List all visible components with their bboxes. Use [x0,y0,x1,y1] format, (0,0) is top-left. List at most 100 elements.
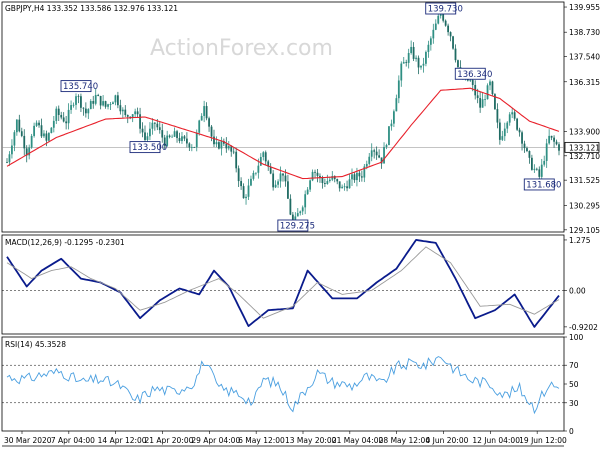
candle-body [124,109,127,115]
x-tick-label: 21 May 04:00 [332,436,384,445]
candle-body [89,101,92,110]
candle-body [11,145,13,155]
candle-body [220,141,223,149]
candle-body [153,122,156,124]
candle-body [550,135,553,138]
candle-body [205,106,208,119]
candle-body [6,162,8,163]
candle-body [269,166,272,174]
level-label: 136.340 [457,70,492,80]
candle-body [8,154,11,163]
candle-body [114,95,117,103]
candle-body [28,147,31,156]
candle-body [104,101,107,107]
candle-body [405,62,408,63]
candle-body [553,137,555,142]
candle-body [486,85,489,100]
candle-body [540,164,543,177]
main-y-tick-label: 136.315 [569,78,600,87]
candle-body [47,133,50,141]
level-label: 139.730 [428,5,463,15]
candle-body [38,122,40,126]
candle-body [242,186,245,199]
candle-body [323,183,326,184]
rsi-y-tick-label: 0 [569,427,574,436]
level-label-box [129,141,161,154]
candle-body [190,147,193,148]
candle-body [55,108,58,121]
level-label-box [277,219,309,232]
candle-body [257,165,260,173]
candle-body [87,109,90,114]
candle-body [296,213,299,217]
candle-body [99,95,102,106]
main-y-tick-label: 137.540 [569,53,600,62]
candle-body [203,106,206,116]
candle-body [75,96,77,105]
candle-body [163,137,166,146]
candle-body [425,51,427,64]
rsi-title: RSI(14) 45.3528 [5,340,66,349]
candle-body [489,81,491,86]
candle-body [501,136,504,140]
candle-body [62,117,65,122]
candle-body [287,181,289,199]
main-y-tick-label: 138.730 [569,28,600,37]
candle-body [195,132,198,148]
candle-body [309,180,312,190]
level-label: 129.275 [280,222,315,232]
candle-body [528,151,531,158]
candle-body [208,118,210,127]
candle-body [15,119,18,133]
candle-body [107,104,109,107]
candle-body [444,20,447,26]
x-tick-label: 30 Mar 2020 [4,436,52,445]
candle-body [494,94,496,110]
candle-body [247,185,250,197]
x-tick-label: 13 May 20:00 [285,436,337,445]
level-label-box [454,67,486,80]
panel-frame-main [1,1,565,233]
candle-body [469,80,472,81]
main-y-tick-label: 131.525 [569,176,600,185]
candle-body [284,175,287,182]
candle-body [144,132,146,140]
macd-y-tick-label: 0.00 [569,286,586,295]
candle-body [407,53,410,63]
candle-body [109,104,112,105]
candle-body [503,128,506,137]
candle-body [516,118,519,130]
x-tick-label: 6 May 12:00 [238,436,285,445]
candle-body [429,38,432,45]
candle-body [412,46,415,59]
candle-body [523,143,526,149]
x-tick-label: 7 Apr 04:00 [51,436,95,445]
rsi-y-tick-label: 70 [569,361,579,370]
macd-line [6,239,560,328]
candle-body [410,46,413,54]
candle-body [306,189,309,195]
chart-title: GBPJPY,H4 133.352 133.586 132.976 133.12… [5,4,178,13]
candle-body [368,156,371,164]
candle-body [277,181,279,185]
candle-body [373,150,376,152]
candle-body [131,114,134,118]
candle-body [380,157,383,164]
moving-average-line [6,87,560,180]
main-y-tick-label: 129.105 [569,226,600,235]
candle-body [338,181,341,189]
candle-body [390,123,393,127]
candle-body [72,104,75,106]
candle-body [454,48,457,61]
candle-body [33,125,36,136]
candle-body [452,36,454,49]
candle-body [272,173,275,188]
candle-body [158,127,161,131]
candle-body [198,120,201,133]
candle-body [378,155,381,158]
level-label: 131.680 [526,180,561,190]
candle-body [282,173,284,176]
candle-body [420,65,422,68]
candle-body [274,184,277,188]
